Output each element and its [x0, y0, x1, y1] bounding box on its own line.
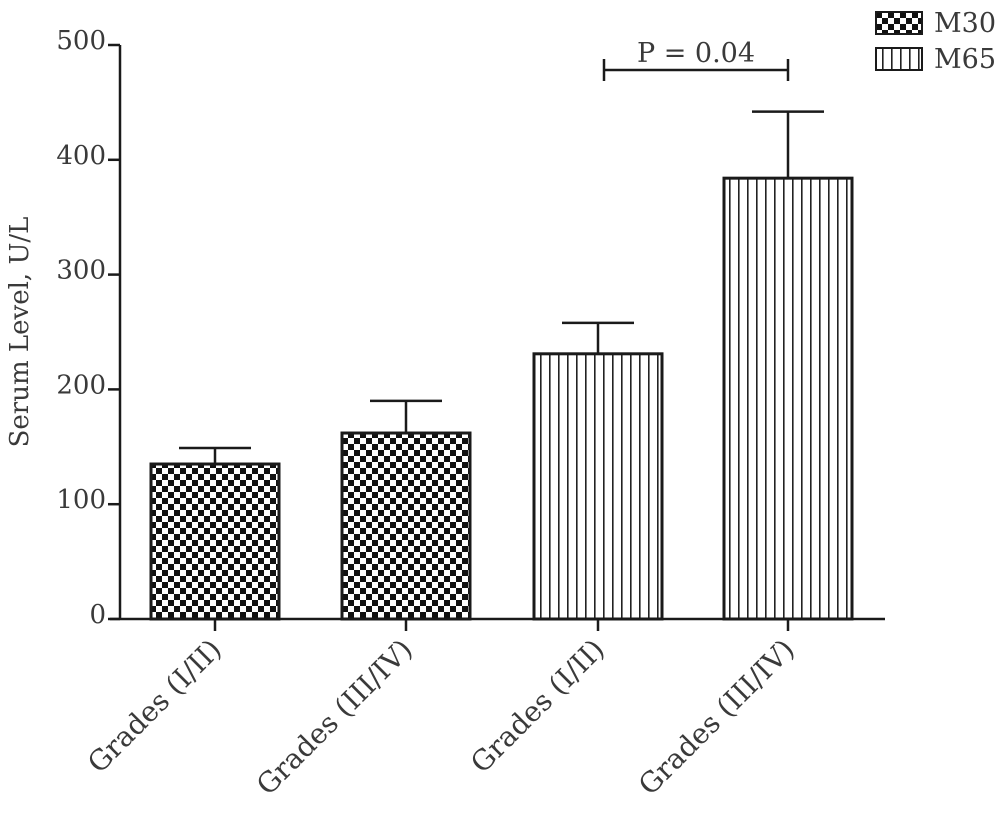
legend-label-m30: M30 [934, 8, 996, 39]
bar-m65-3 [532, 352, 664, 621]
bar-m30-2 [340, 431, 472, 621]
legend-label-m65: M65 [934, 44, 996, 75]
axes-layer [108, 43, 885, 631]
y-tick-label: 300 [56, 256, 106, 286]
legend-swatch-m65 [875, 47, 923, 71]
y-tick-label: 100 [56, 485, 106, 515]
x-category-label: Grades (I/II) [81, 633, 228, 780]
y-tick-label: 500 [56, 26, 106, 56]
y-tick-label: 200 [56, 370, 106, 400]
x-category-label: Grades (III/IV) [250, 633, 419, 802]
bar-m65-4 [722, 176, 854, 621]
x-category-label: Grades (III/IV) [632, 633, 801, 802]
y-axis-title: Serum Level, U/L [5, 217, 35, 448]
x-category-label: Grades (I/II) [464, 633, 611, 780]
y-tick-label: 400 [56, 141, 106, 171]
y-tick-label: 0 [89, 600, 106, 630]
error-bars-layer [179, 110, 824, 465]
bars-layer [149, 176, 854, 621]
legend-swatch-m30 [875, 11, 923, 35]
significance-label: P = 0.04 [637, 38, 755, 69]
annotations-layer: P = 0.04 [602, 36, 790, 81]
significance-label-bg [634, 36, 758, 68]
bar-m30-1 [149, 462, 281, 621]
